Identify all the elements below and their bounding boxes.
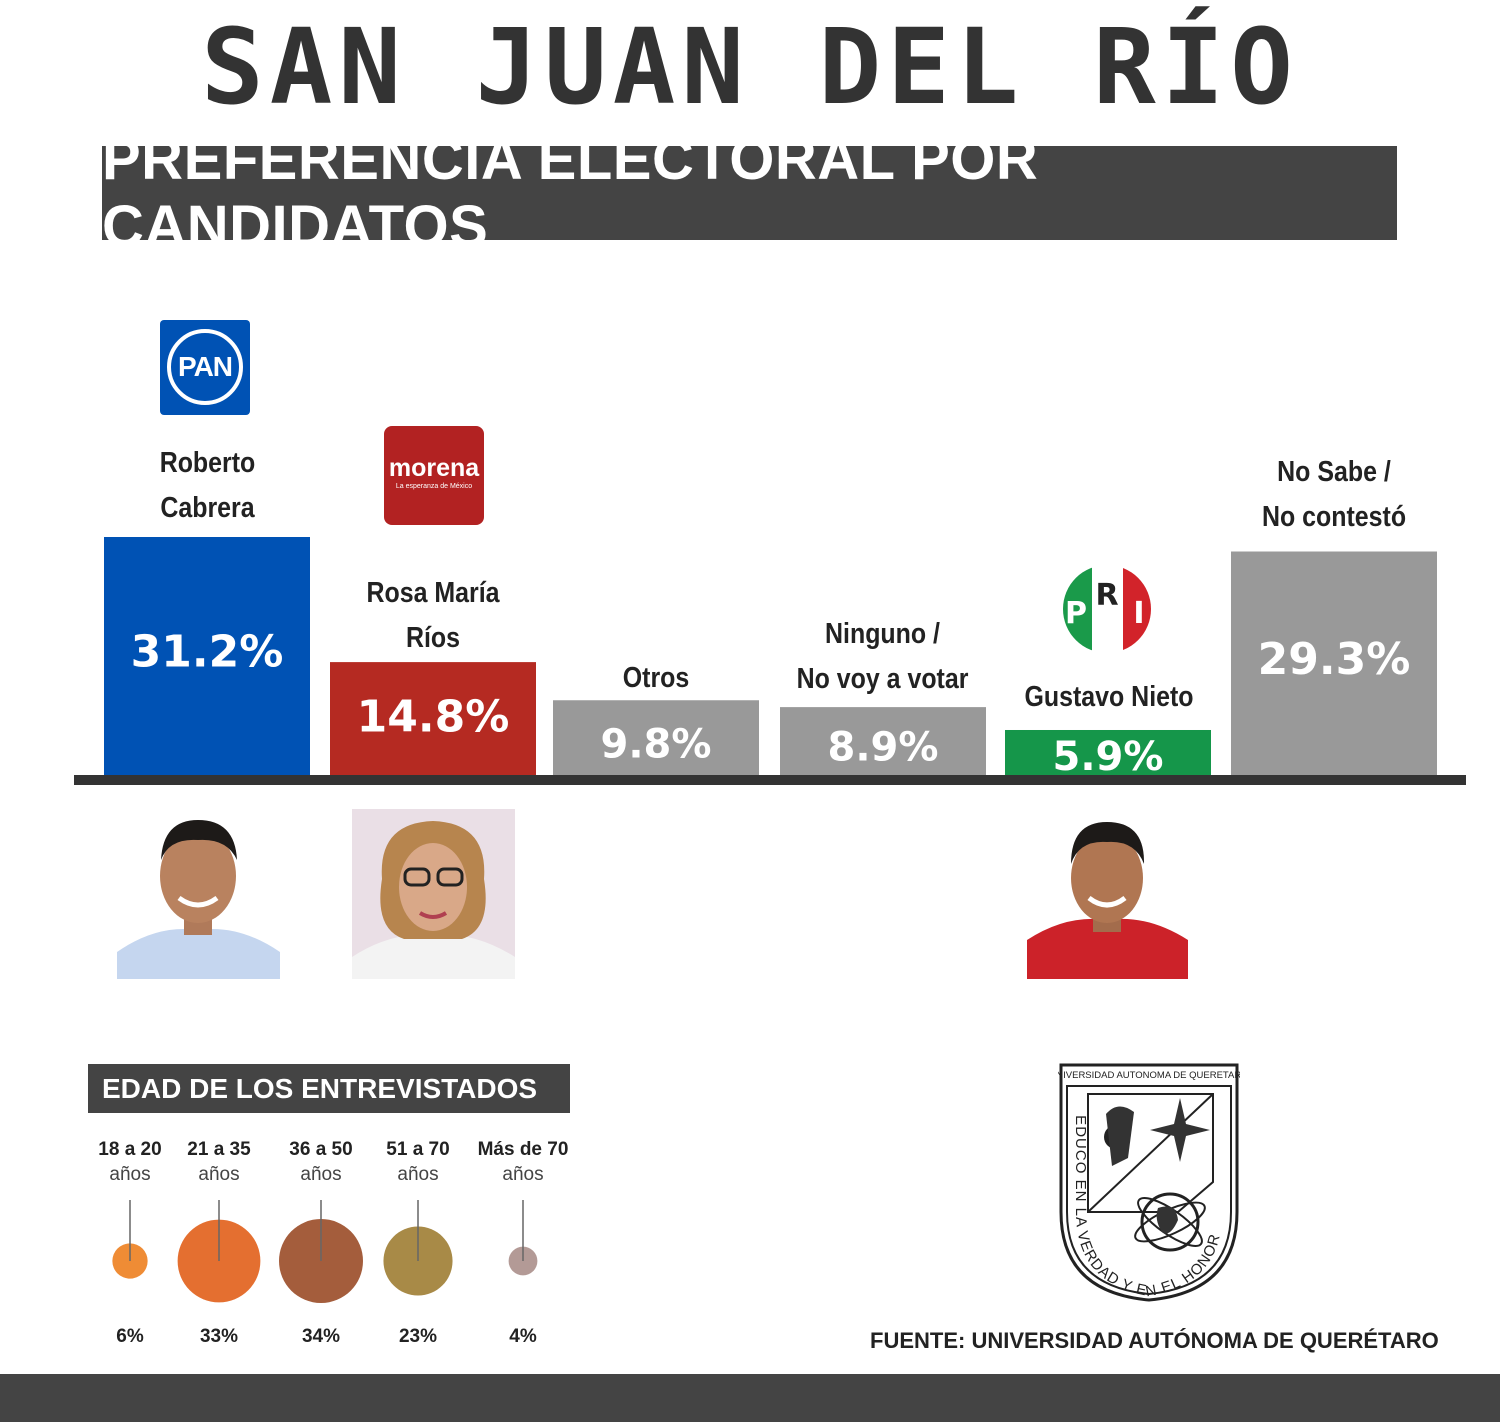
label-ninguno: Ninguno / No voy a votar (796, 618, 969, 695)
value-label-ninguno: 8.9% (828, 724, 939, 770)
university-seal: UNIVERSIDAD AUTONOMA DE QUERETARO EDUCO … (1058, 1063, 1240, 1302)
footer-band (0, 1374, 1500, 1422)
age-cat-36-50: 36 a 50 años (289, 1139, 353, 1185)
age-pct-mas-70: 4% (509, 1326, 537, 1347)
page-title: SAN JUAN DEL RÍO (201, 6, 1299, 128)
age-cat-51-70: 51 a 70 años (386, 1139, 450, 1185)
bar-gustavo-nieto (1005, 729, 1211, 775)
bar-rosa-maria-rios (330, 662, 536, 775)
photo-gustavo-nieto (1027, 816, 1188, 979)
label-rosa-maria-rios: Rosa María Ríos (366, 577, 500, 654)
label-otros: Otros (622, 662, 690, 694)
seal-top-text: UNIVERSIDAD AUTONOMA DE QUERETARO (1058, 1070, 1240, 1081)
chart-subtitle: PREFERENCIA ELECTORAL POR CANDIDATOS (102, 127, 1397, 259)
label-roberto-cabrera: Roberto Cabrera (159, 447, 256, 524)
age-pct-51-70: 23% (398, 1326, 438, 1347)
age-cat-mas-70: Más de 70 años (477, 1139, 569, 1185)
pri-letter-r: R (1095, 578, 1118, 613)
age-cat-18-20: 18 a 20 años (98, 1139, 162, 1185)
morena-logo-word: morena (388, 454, 480, 482)
preference-bar-chart: 31.2% 14.8% 9.8% 8.9% 5.9% 29.3% (74, 537, 1466, 785)
photo-rosa-maria-rios (352, 809, 515, 979)
value-label-rosa-maria-rios: 14.8% (357, 692, 510, 743)
pan-logo-text: PAN (167, 329, 243, 405)
pan-logo: PAN (160, 320, 250, 415)
label-gustavo-nieto: Gustavo Nieto (1024, 681, 1194, 713)
source-note: FUENTE: UNIVERSIDAD AUTÓNOMA DE QUERÉTAR… (870, 1328, 1439, 1353)
age-section-title: EDAD DE LOS ENTREVISTADOS (88, 1064, 570, 1113)
value-label-roberto-cabrera: 31.2% (131, 627, 284, 678)
bar-no-sabe (1231, 551, 1437, 775)
morena-logo-slogan: La esperanza de México (395, 483, 473, 490)
value-label-otros: 9.8% (601, 722, 712, 768)
pri-letter-p: P (1065, 596, 1087, 631)
chart-baseline (74, 775, 1466, 785)
bar-roberto-cabrera (104, 537, 310, 775)
age-pct-21-35: 33% (199, 1326, 239, 1347)
age-bubble-chart (112, 1200, 538, 1303)
pri-letter-i: I (1133, 596, 1144, 631)
value-label-gustavo-nieto: 5.9% (1053, 734, 1164, 780)
age-cat-21-35: 21 a 35 años (187, 1139, 251, 1185)
value-label-no-sabe: 29.3% (1258, 634, 1411, 685)
morena-logo: morena La esperanza de México (384, 426, 484, 525)
bar-otros (553, 700, 759, 775)
label-no-sabe: No Sabe / No contestó (1261, 456, 1407, 533)
photo-roberto-cabrera (117, 812, 280, 979)
age-pct-18-20: 6% (116, 1326, 144, 1347)
pri-logo: P R I (1063, 565, 1151, 653)
age-pct-36-50: 34% (301, 1326, 341, 1347)
bar-ninguno (780, 707, 986, 775)
